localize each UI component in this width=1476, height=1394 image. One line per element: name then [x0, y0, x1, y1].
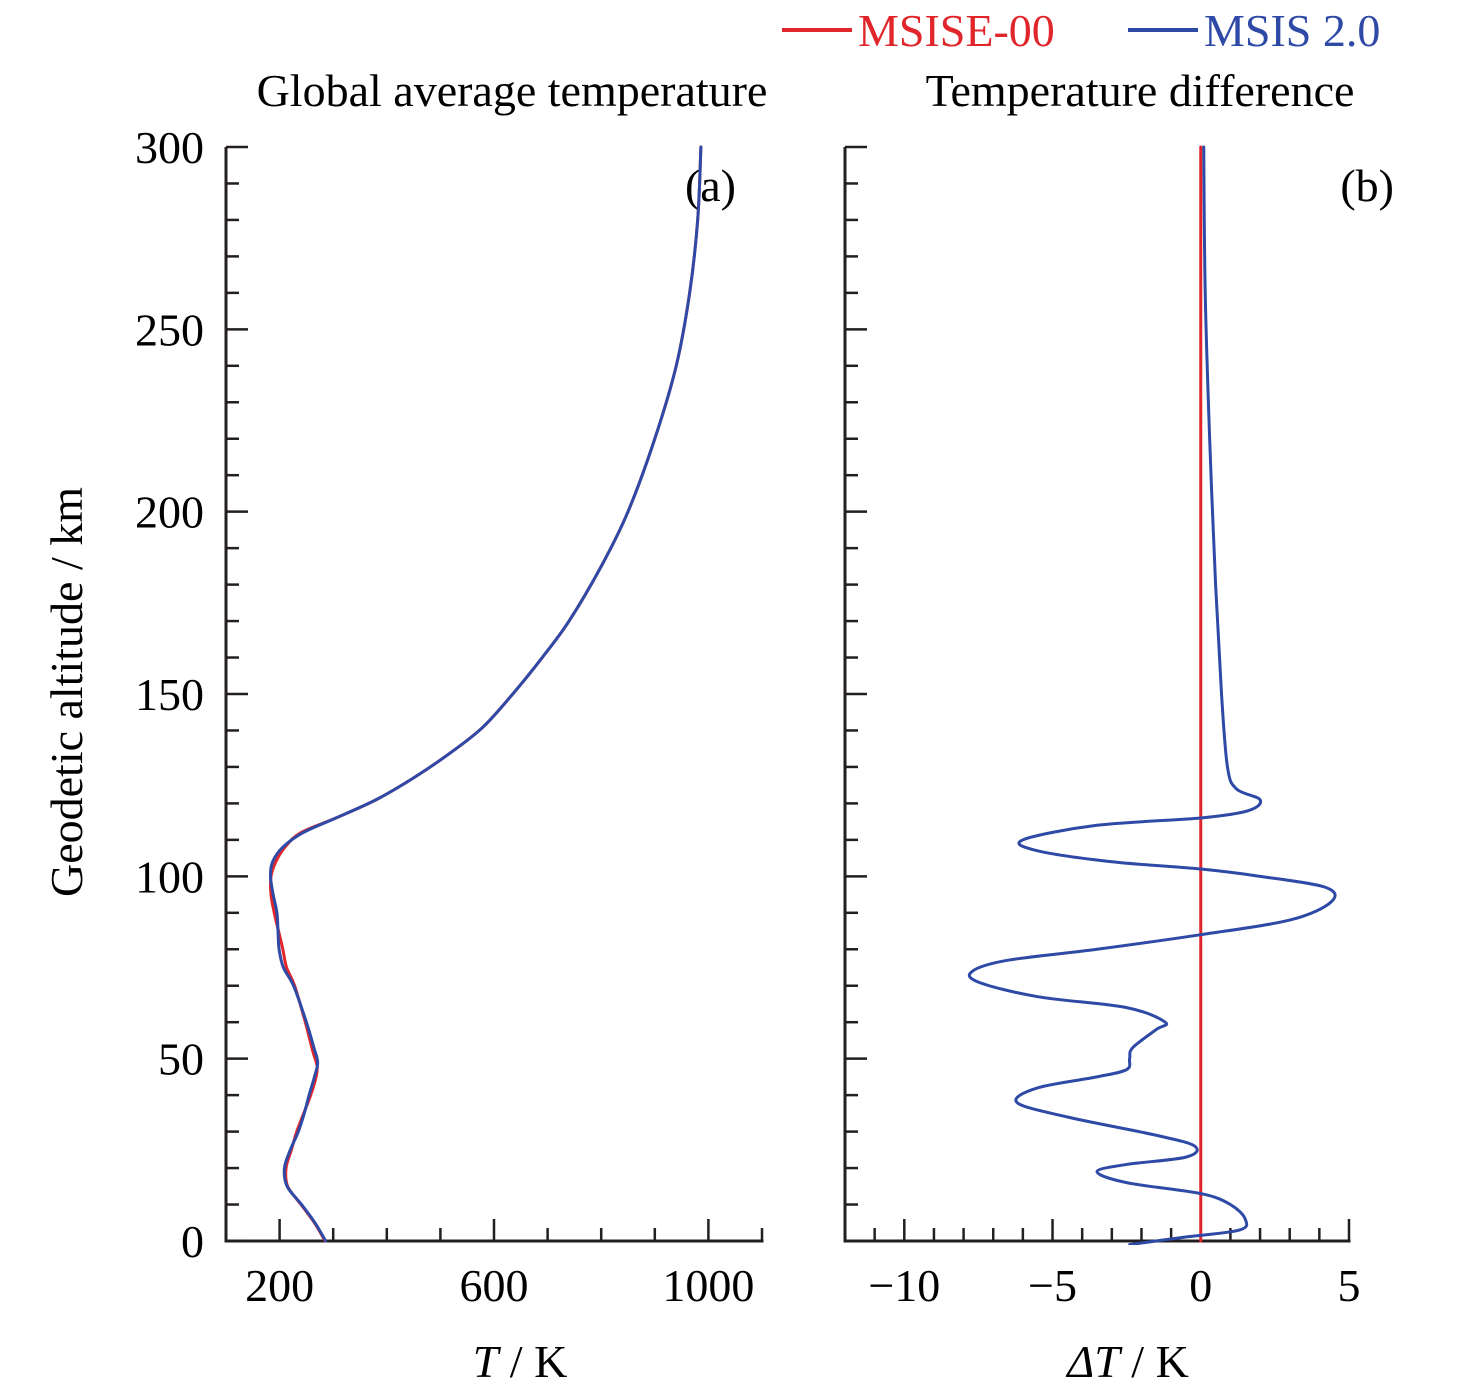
panel-b-line-msis-2-0: [967, 145, 1337, 1245]
panel-b-x-tick-label: 5: [1338, 1260, 1361, 1311]
y-axis-title: Geodetic altitude / km: [41, 487, 92, 897]
panel-b-x-tick-label: −5: [1028, 1260, 1077, 1311]
panel-b-x-axis-var: ΔT: [1065, 1336, 1123, 1387]
panel-a-line-msise-00: [269, 145, 703, 1243]
panel-a-title: Global average temperature: [257, 65, 768, 116]
panel-a-y-tick-label: 0: [181, 1216, 204, 1267]
panel-a-x-axis-unit: / K: [498, 1336, 567, 1387]
panel-a-label: (a): [685, 160, 736, 211]
panel-b-x-tick-label: −10: [868, 1260, 940, 1311]
panel-b-label: (b): [1340, 160, 1394, 211]
panel-b-plot: −10 −5 0 5: [843, 145, 1361, 1311]
panel-a-y-tick-label: 50: [158, 1034, 204, 1085]
panel-b-x-axis-unit: / K: [1120, 1336, 1189, 1387]
panel-a-x-axis-var: T: [473, 1336, 502, 1387]
panel-a-x-tick-label: 1000: [662, 1260, 754, 1311]
panel-a-y-tick-label: 100: [135, 851, 204, 902]
panel-a-x-axis-title: T / K: [473, 1336, 568, 1387]
panel-a-y-tick-label: 250: [135, 304, 204, 355]
panel-b-x-tick-label: 0: [1189, 1260, 1212, 1311]
legend-label-msis20: MSIS 2.0: [1204, 5, 1380, 56]
panel-b-series-group: [967, 145, 1337, 1245]
panel-a-y-tick-label: 300: [135, 122, 204, 173]
panel-a-y-tick-label: 150: [135, 669, 204, 720]
panel-a-line-msis-2-0: [268, 145, 703, 1243]
panel-a-plot: 200 600 1000 0 50 100 150 200 250 300: [135, 122, 764, 1311]
panel-a-x-tick-label: 200: [245, 1260, 314, 1311]
panel-a-series-group: [268, 145, 703, 1243]
legend-label-msise00: MSISE-00: [858, 5, 1055, 56]
panel-a-y-tick-label: 200: [135, 487, 204, 538]
panel-a-x-tick-label: 600: [460, 1260, 529, 1311]
panel-b-title: Temperature difference: [926, 65, 1355, 116]
panel-b-x-axis-title: ΔT / K: [1065, 1336, 1189, 1387]
legend: MSISE-00 MSIS 2.0: [782, 5, 1380, 56]
